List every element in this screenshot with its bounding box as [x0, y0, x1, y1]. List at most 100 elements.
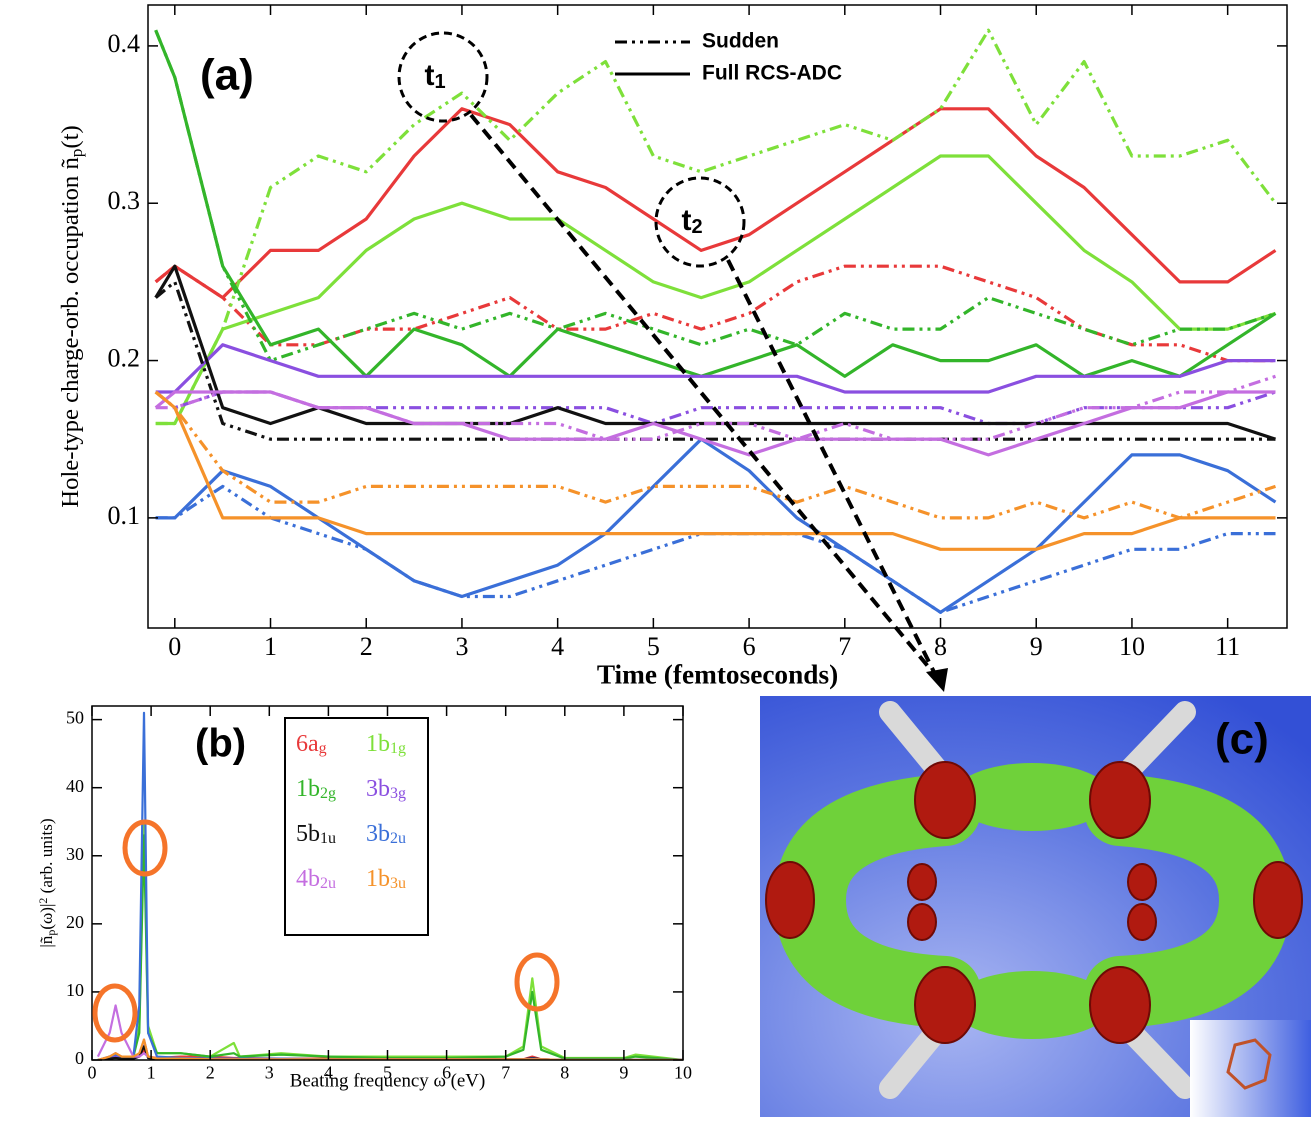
legend-label: 3b3g: [366, 776, 406, 803]
x-tick-label: 0: [88, 1063, 97, 1083]
lobe: [952, 971, 1112, 1039]
legend-label: 3b2u: [366, 821, 406, 848]
panel: 0.1 0.2 0.3 0.4 0 1 2 3 4 5 6 7 8 9 10 11 Time (femtosec…: [57, 4, 1288, 689]
lobe: [1089, 966, 1151, 1044]
lobe: [765, 861, 815, 939]
text-part: g: [319, 740, 327, 757]
text-part: 5b: [296, 821, 320, 847]
legend-label: 6ag: [296, 731, 327, 758]
x-axis-title: Beating frequency ω (eV): [290, 1070, 485, 1091]
series-line: [155, 28, 1277, 426]
y-tick-label: 0.3: [108, 186, 141, 215]
text-part: 2g: [320, 785, 336, 802]
text-part: 3b: [366, 776, 390, 802]
panel-label: (b): [195, 722, 246, 766]
text-part: 1b: [366, 731, 390, 757]
text-part: 2: [691, 216, 702, 238]
y-tick-label: 30: [66, 844, 84, 864]
text-part: 3g: [390, 785, 406, 802]
x-tick-label: 4: [551, 632, 564, 661]
callout-label: t1: [424, 59, 445, 93]
callout-arrow: [469, 113, 938, 678]
text-part: 1b: [296, 776, 320, 802]
x-tick-label: 7: [838, 632, 851, 661]
text-part: 2u: [390, 830, 406, 847]
y-axis-title: Hole-type charge-orb. occupation ñp(t): [57, 125, 86, 507]
series-line: [155, 343, 1276, 394]
inset-ring: [1226, 1038, 1272, 1090]
x-tick-label: 2: [206, 1063, 215, 1083]
legend-label: 5b1u: [296, 821, 336, 848]
panel: 0 10 20 30 40 50 0 1 2 3 4 5 6 7 8 9 10 Beating frequency…: [36, 705, 692, 1091]
text-part: 3u: [390, 875, 406, 892]
callout-label: t2: [681, 204, 702, 238]
series-line: [155, 374, 1276, 441]
legend-label: Sudden: [702, 30, 779, 53]
x-tick-label: 6: [743, 632, 756, 661]
red-lobes: [765, 761, 1303, 1044]
lobe: [952, 763, 1112, 831]
text-part: 1b: [366, 866, 390, 892]
lobe: [1127, 903, 1157, 941]
x-tick-label: 11: [1215, 632, 1240, 661]
x-tick-label: 5: [647, 632, 660, 661]
legend-label: 1b3u: [366, 866, 406, 893]
x-tick-label: 4: [324, 1063, 333, 1083]
panel-label: (a): [200, 51, 254, 100]
text-part: 3b: [366, 821, 390, 847]
arrow-head: [926, 668, 948, 692]
x-tick-label: 1: [147, 1063, 156, 1083]
x-tick-label: 8: [560, 1063, 569, 1083]
x-tick-label: 3: [455, 632, 468, 661]
lobe: [914, 966, 976, 1044]
text-part: 6a: [296, 731, 319, 757]
frame: [147, 4, 1288, 629]
series-line: [154, 29, 1276, 363]
y-tick-label: 20: [66, 912, 84, 932]
y-axis-title: |ñp(ω)|2 (arb. units): [36, 818, 58, 947]
series-line: [155, 154, 1276, 426]
callout-arrow: [726, 259, 938, 677]
lobe: [907, 863, 937, 901]
lobe: [1127, 863, 1157, 901]
series-line: [154, 390, 1276, 520]
y-tick-label: 0.2: [108, 344, 141, 373]
x-tick-label: 10: [674, 1063, 692, 1083]
x-tick-label: 8: [934, 632, 947, 661]
text-part: Hole-type charge-orb. occupation ñ: [57, 157, 84, 508]
x-tick-label: 10: [1119, 632, 1145, 661]
legend-label: 1b2g: [296, 776, 336, 803]
x-tick-label: 5: [383, 1063, 392, 1083]
inset: [1190, 1020, 1311, 1117]
highlight-ring: [122, 819, 168, 877]
lobe: [1089, 761, 1151, 839]
text-part: t: [681, 204, 691, 237]
series-line: [154, 107, 1277, 300]
callout-circle: [397, 31, 489, 123]
x-tick-label: 9: [619, 1063, 628, 1083]
legend-label: Full RCS-ADC: [702, 62, 842, 85]
y-tick-label: 50: [66, 708, 84, 728]
text-part: 4b: [296, 866, 320, 892]
x-tick-label: 9: [1030, 632, 1043, 661]
x-tick-label: 2: [360, 632, 373, 661]
x-tick-label: 0: [168, 632, 181, 661]
legend-box: [284, 717, 429, 936]
text-part: p: [67, 149, 86, 158]
y-tick-label: 40: [66, 776, 84, 796]
text-part: 2u: [320, 875, 336, 892]
x-tick-label: 1: [264, 632, 277, 661]
y-tick-label: 0.4: [108, 29, 141, 58]
series-group: [154, 28, 1277, 614]
callout-circle: [654, 176, 746, 268]
lobe: [907, 903, 937, 941]
text-part: 2: [36, 898, 50, 904]
x-tick-label: 3: [265, 1063, 274, 1083]
text-part: |ñ: [37, 935, 56, 947]
text-part: (t): [57, 125, 84, 148]
text-part: (ω)|: [37, 904, 56, 930]
lobe: [1253, 861, 1303, 939]
y-tick-label: 0: [75, 1048, 84, 1068]
